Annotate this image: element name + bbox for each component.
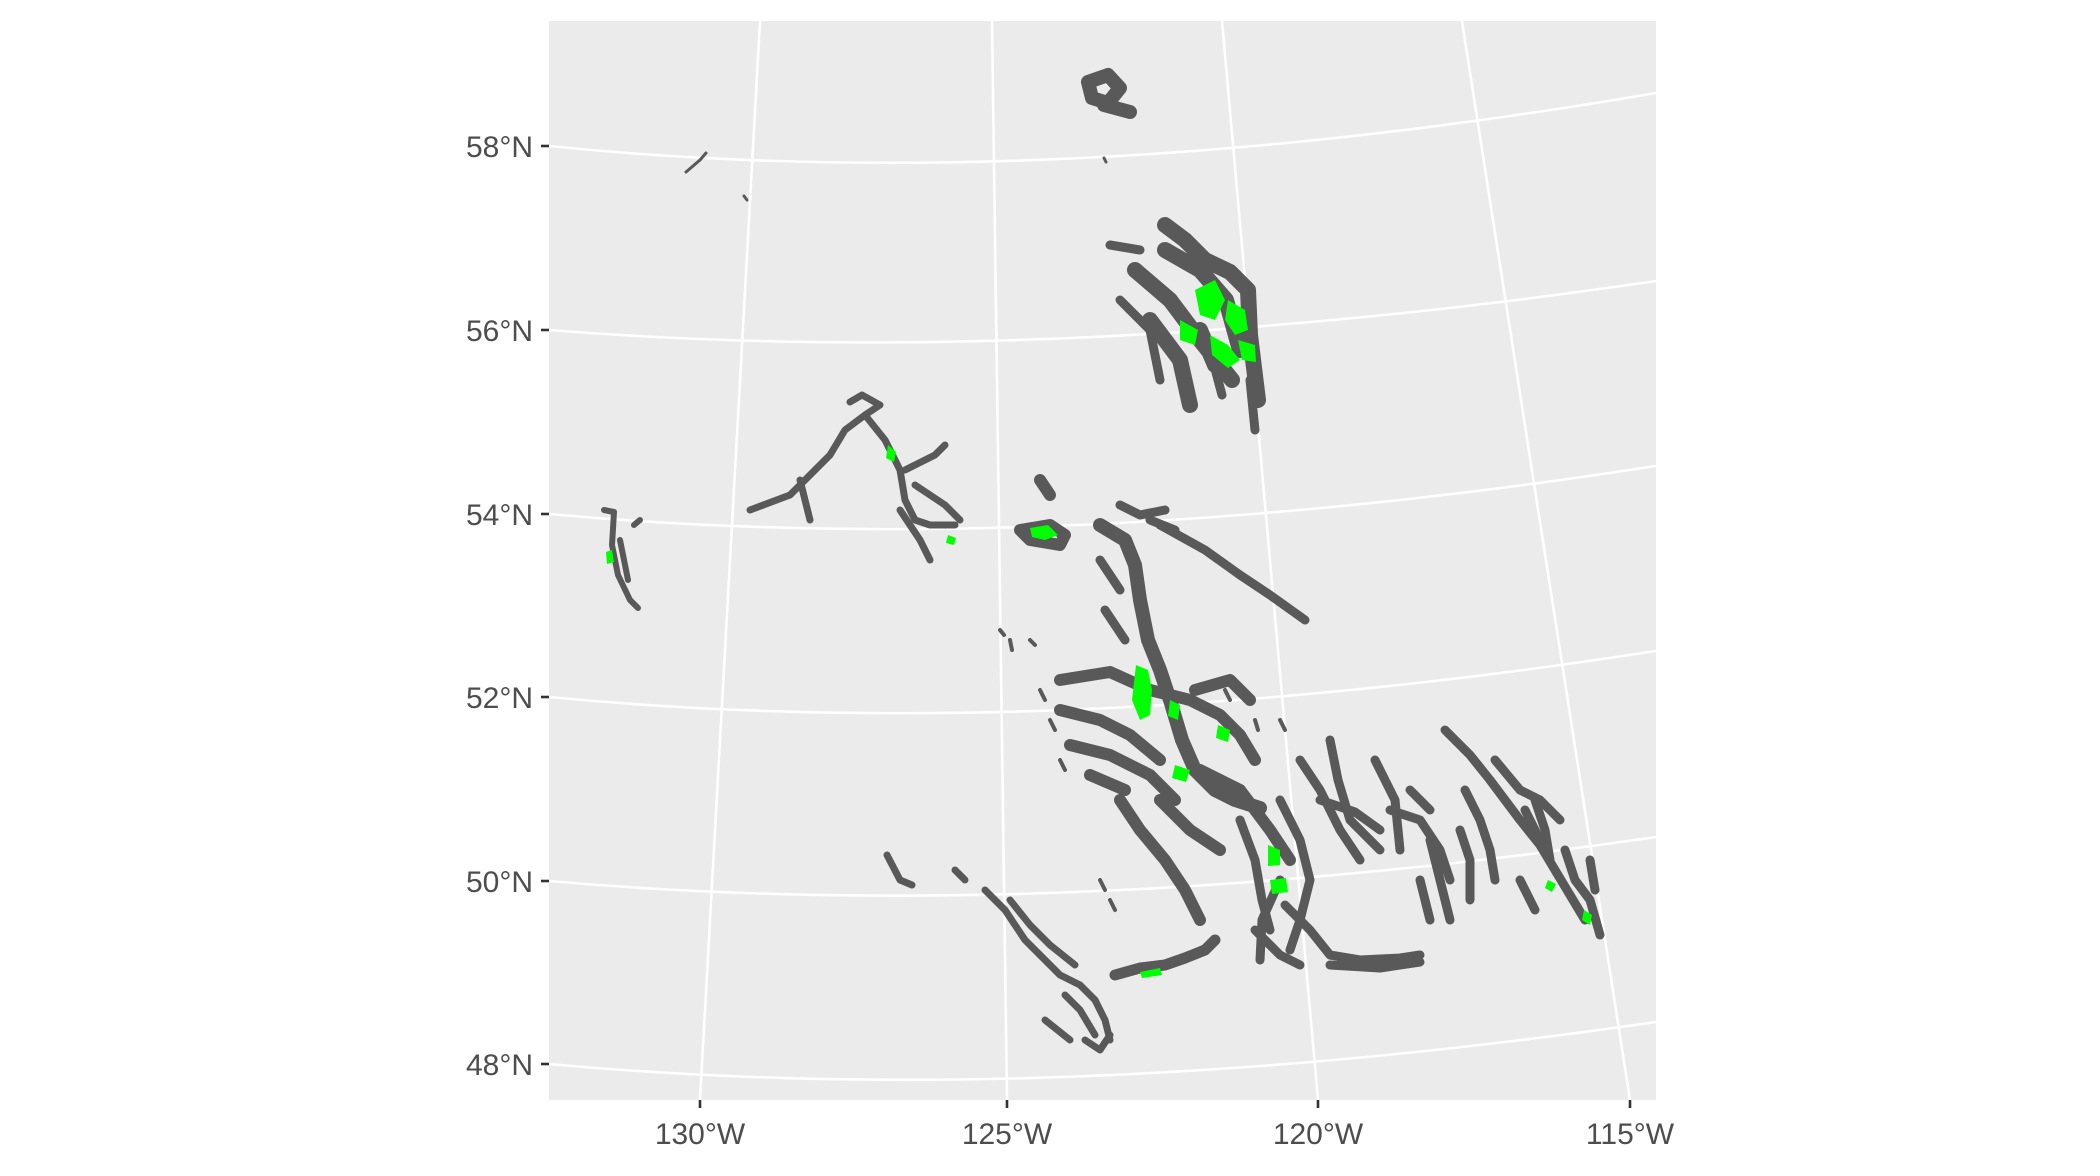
highlight-west-island (606, 550, 614, 564)
y-tick-label: 48°N (466, 1049, 533, 1082)
x-tick-label: 115°W (1586, 1118, 1675, 1151)
parallel-58 (548, 91, 1657, 165)
highlight-central-west (1030, 525, 1058, 540)
parallel-54 (548, 464, 1657, 531)
feature-nw-network (746, 391, 964, 564)
graticule (548, 20, 1657, 1101)
highlight-ne-5 (1238, 340, 1256, 362)
feature-nw-marks (684, 151, 1108, 202)
highlight-central-main (1132, 665, 1152, 720)
parallel-48 (548, 1020, 1657, 1082)
y-tick-labels: 58°N 56°N 54°N 52°N 50°N 48°N (466, 131, 533, 1082)
highlight-central-3 (1216, 725, 1230, 742)
feature-southern-strip (1109, 934, 1221, 981)
highlight-se-1 (1545, 880, 1556, 892)
x-tick-label: 130°W (655, 1118, 746, 1151)
highlight-south-1 (1268, 845, 1280, 866)
feature-trunk-branches (1095, 500, 1310, 645)
highlight-southern-strip (1140, 968, 1162, 978)
feature-ne-cluster (1127, 217, 1266, 413)
feature-southern-network (1235, 735, 1545, 973)
feature-southwest-coastal (883, 851, 1114, 1054)
x-axis (698, 1100, 1632, 1108)
highlight-south-2 (1270, 878, 1288, 894)
highlight-central-2 (1168, 700, 1180, 720)
y-tick-label: 58°N (466, 131, 533, 164)
y-axis (541, 144, 549, 1066)
meridian-115 (1460, 20, 1632, 1101)
feature-southeast-arms (1440, 725, 1605, 940)
y-tick-label: 56°N (466, 315, 533, 348)
parallel-50 (548, 835, 1657, 897)
map-features (601, 68, 1605, 1054)
highlight-ne-4 (1210, 335, 1240, 368)
highlight-ne-1 (1195, 280, 1225, 320)
y-tick-label: 52°N (466, 682, 533, 715)
y-tick-label: 54°N (466, 499, 533, 532)
meridian-125 (990, 20, 1009, 1101)
feature-ne-cluster-spread (1105, 240, 1260, 435)
feature-west-island (601, 507, 643, 611)
feature-north-blob (1081, 68, 1137, 119)
meridian-130 (698, 20, 762, 1101)
highlight-se-2 (1582, 910, 1592, 925)
feature-small-marks (998, 628, 1287, 912)
y-tick-label: 50°N (466, 866, 533, 899)
x-tick-label: 125°W (962, 1118, 1053, 1151)
highlight-central-4 (1172, 765, 1190, 782)
highlight-ne-3 (1180, 320, 1198, 345)
highlight-small (946, 535, 956, 545)
highlight-nw (886, 445, 896, 462)
feature-central-mesh (1054, 666, 1296, 926)
feature-central-trunk (1093, 518, 1267, 815)
x-tick-labels: 130°W 125°W 120°W 115°W (655, 1118, 1675, 1151)
highlight-ne-2 (1225, 300, 1248, 335)
highlighted-features (606, 280, 1592, 978)
parallel-56 (548, 279, 1657, 344)
x-tick-label: 120°W (1273, 1118, 1364, 1151)
